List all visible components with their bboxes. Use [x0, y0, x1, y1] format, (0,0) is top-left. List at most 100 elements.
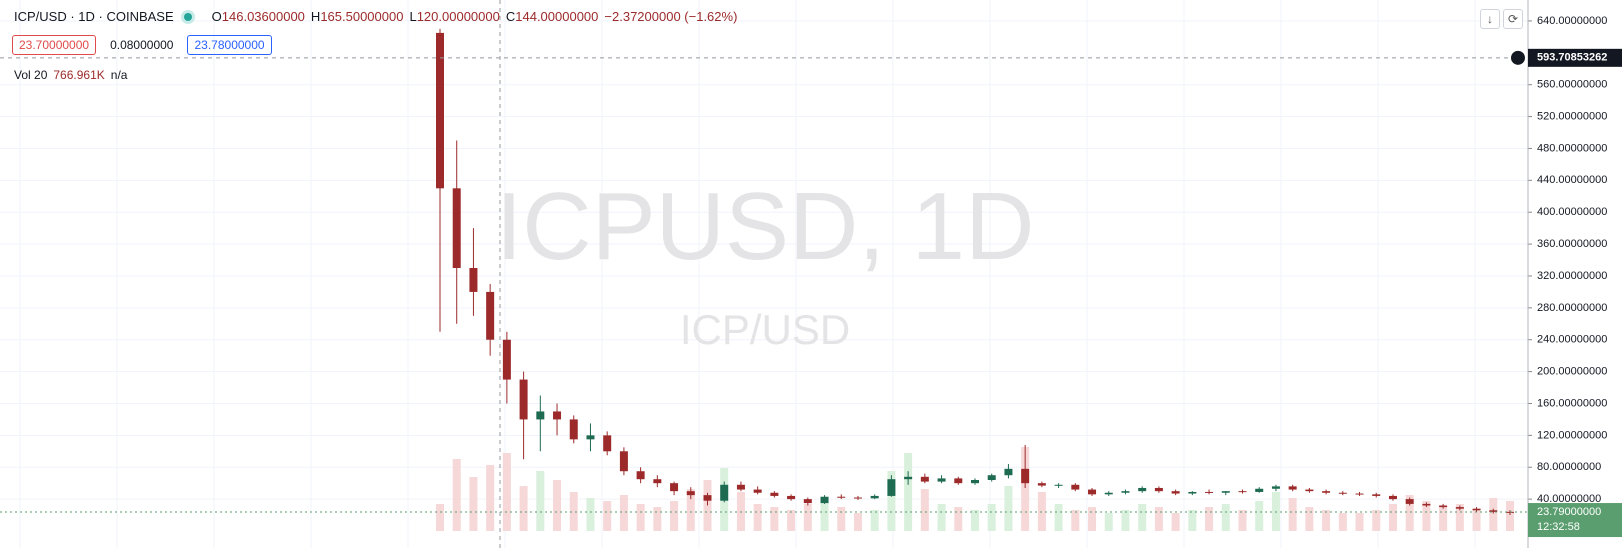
- volume-bar: [837, 507, 846, 531]
- candle-body: [553, 411, 562, 420]
- ohlc-value: 165.50000000: [320, 9, 404, 24]
- volume-bar: [753, 504, 762, 531]
- crosshair-label: 593.70853262: [1537, 52, 1607, 64]
- volume-bar: [1205, 507, 1214, 531]
- y-tick-label: 320.00000000: [1537, 270, 1607, 282]
- candle-body: [870, 495, 879, 499]
- volume-bar: [1071, 510, 1080, 531]
- ask-button[interactable]: 23.78000000: [187, 35, 272, 55]
- candle-body: [920, 476, 929, 482]
- ohlc: O146.03600000 H165.50000000 L120.00000000 C…: [206, 9, 599, 24]
- volume-bar: [1506, 501, 1514, 531]
- candle-body: [1288, 486, 1297, 490]
- volume-bar: [1305, 507, 1314, 531]
- volume-bar: [937, 504, 946, 531]
- volume-bar: [1221, 504, 1230, 531]
- volume-bar: [770, 507, 779, 531]
- volume-bar: [787, 510, 796, 531]
- y-tick-label: 480.00000000: [1537, 142, 1607, 154]
- candle-body: [954, 478, 963, 484]
- candle-body: [853, 497, 862, 499]
- candle-body: [1305, 489, 1314, 492]
- candle-body: [569, 419, 578, 440]
- volume-bar: [1138, 504, 1147, 531]
- candle-body: [1088, 489, 1097, 495]
- candle-body: [820, 496, 829, 504]
- ohlc-key: C: [505, 9, 516, 24]
- candle-body: [971, 479, 979, 484]
- volume-bar: [1322, 510, 1331, 531]
- volume-bar: [1439, 507, 1448, 531]
- candle-body: [452, 188, 461, 268]
- candle-body: [469, 268, 478, 292]
- candle-body: [670, 483, 679, 492]
- candle-body: [653, 479, 662, 484]
- candle-body: [586, 435, 595, 440]
- volume-value: 766.961K: [53, 68, 105, 82]
- volume-bar: [1171, 513, 1180, 531]
- volume-bar: [853, 513, 862, 531]
- legend-header: ICP/USD · 1D · COINBASE O146.03600000 H16…: [14, 9, 737, 24]
- candle-body: [619, 451, 628, 472]
- y-tick-label: 200.00000000: [1537, 366, 1607, 378]
- symbol: ICP/USD · 1D · COINBASE: [14, 9, 174, 24]
- ohlc-key: H: [310, 9, 321, 24]
- scroll-button[interactable]: ↓: [1480, 9, 1500, 29]
- candle-body: [837, 496, 846, 498]
- candle-body: [1338, 492, 1347, 494]
- volume-bar: [904, 453, 913, 531]
- candle-body: [770, 492, 779, 496]
- volume-bar: [536, 471, 545, 531]
- volume-bar: [971, 510, 979, 531]
- candle-body: [1037, 483, 1046, 486]
- y-tick-label: 360.00000000: [1537, 238, 1607, 250]
- watermark-subtitle: ICP/USD: [679, 306, 851, 353]
- ohlc-value: 146.03600000: [221, 9, 305, 24]
- candle-body: [1138, 487, 1147, 492]
- volume-bar: [519, 486, 528, 531]
- volume-bar: [636, 504, 645, 531]
- candle-body: [904, 476, 913, 480]
- candle-body: [1372, 494, 1381, 496]
- candle-body: [887, 479, 896, 496]
- volume-bar: [1388, 504, 1397, 531]
- countdown: 12:32:58: [1537, 521, 1580, 533]
- volume-bar: [1288, 498, 1297, 531]
- bid-button[interactable]: 23.70000000: [12, 35, 97, 55]
- ohlc-key: L: [409, 9, 417, 24]
- volume-bar: [502, 453, 511, 531]
- candle-body: [1388, 495, 1397, 500]
- volume-label: Vol 20: [14, 68, 48, 82]
- candle-body: [1205, 491, 1214, 493]
- reset-button[interactable]: ⟳: [1503, 9, 1523, 29]
- candle-body: [1021, 468, 1030, 484]
- candle-body: [1355, 493, 1364, 495]
- y-tick-label: 240.00000000: [1537, 334, 1607, 346]
- volume-bar: [987, 504, 996, 531]
- volume-bar: [619, 495, 628, 531]
- volume-bar: [870, 510, 879, 531]
- change: −2.37200000 (−1.62%): [604, 9, 738, 24]
- candle-body: [937, 478, 946, 482]
- volume-bar: [954, 507, 963, 531]
- candle-body: [736, 484, 745, 490]
- candle-body: [1104, 492, 1113, 495]
- volume-bar: [1021, 447, 1030, 531]
- candle-body: [1439, 505, 1448, 508]
- candle-body: [787, 495, 796, 500]
- candle-body: [636, 471, 645, 480]
- ohlc-value: 120.00000000: [416, 9, 500, 24]
- ohlc-value: 144.00000000: [515, 9, 599, 24]
- y-tick-label: 520.00000000: [1537, 110, 1607, 122]
- candle-body: [536, 411, 545, 420]
- crosshair-label-bg: [1528, 48, 1622, 67]
- candle-body: [436, 32, 444, 189]
- candle-body: [703, 495, 712, 501]
- volume-legend: Vol 20 766.961K n/a: [14, 68, 133, 82]
- volume-bar: [1455, 504, 1464, 531]
- candle-body: [1472, 508, 1481, 511]
- add-button: [1511, 50, 1525, 65]
- ohlc-key: O: [211, 9, 222, 24]
- last-price-label: 23.79000000: [1537, 506, 1601, 518]
